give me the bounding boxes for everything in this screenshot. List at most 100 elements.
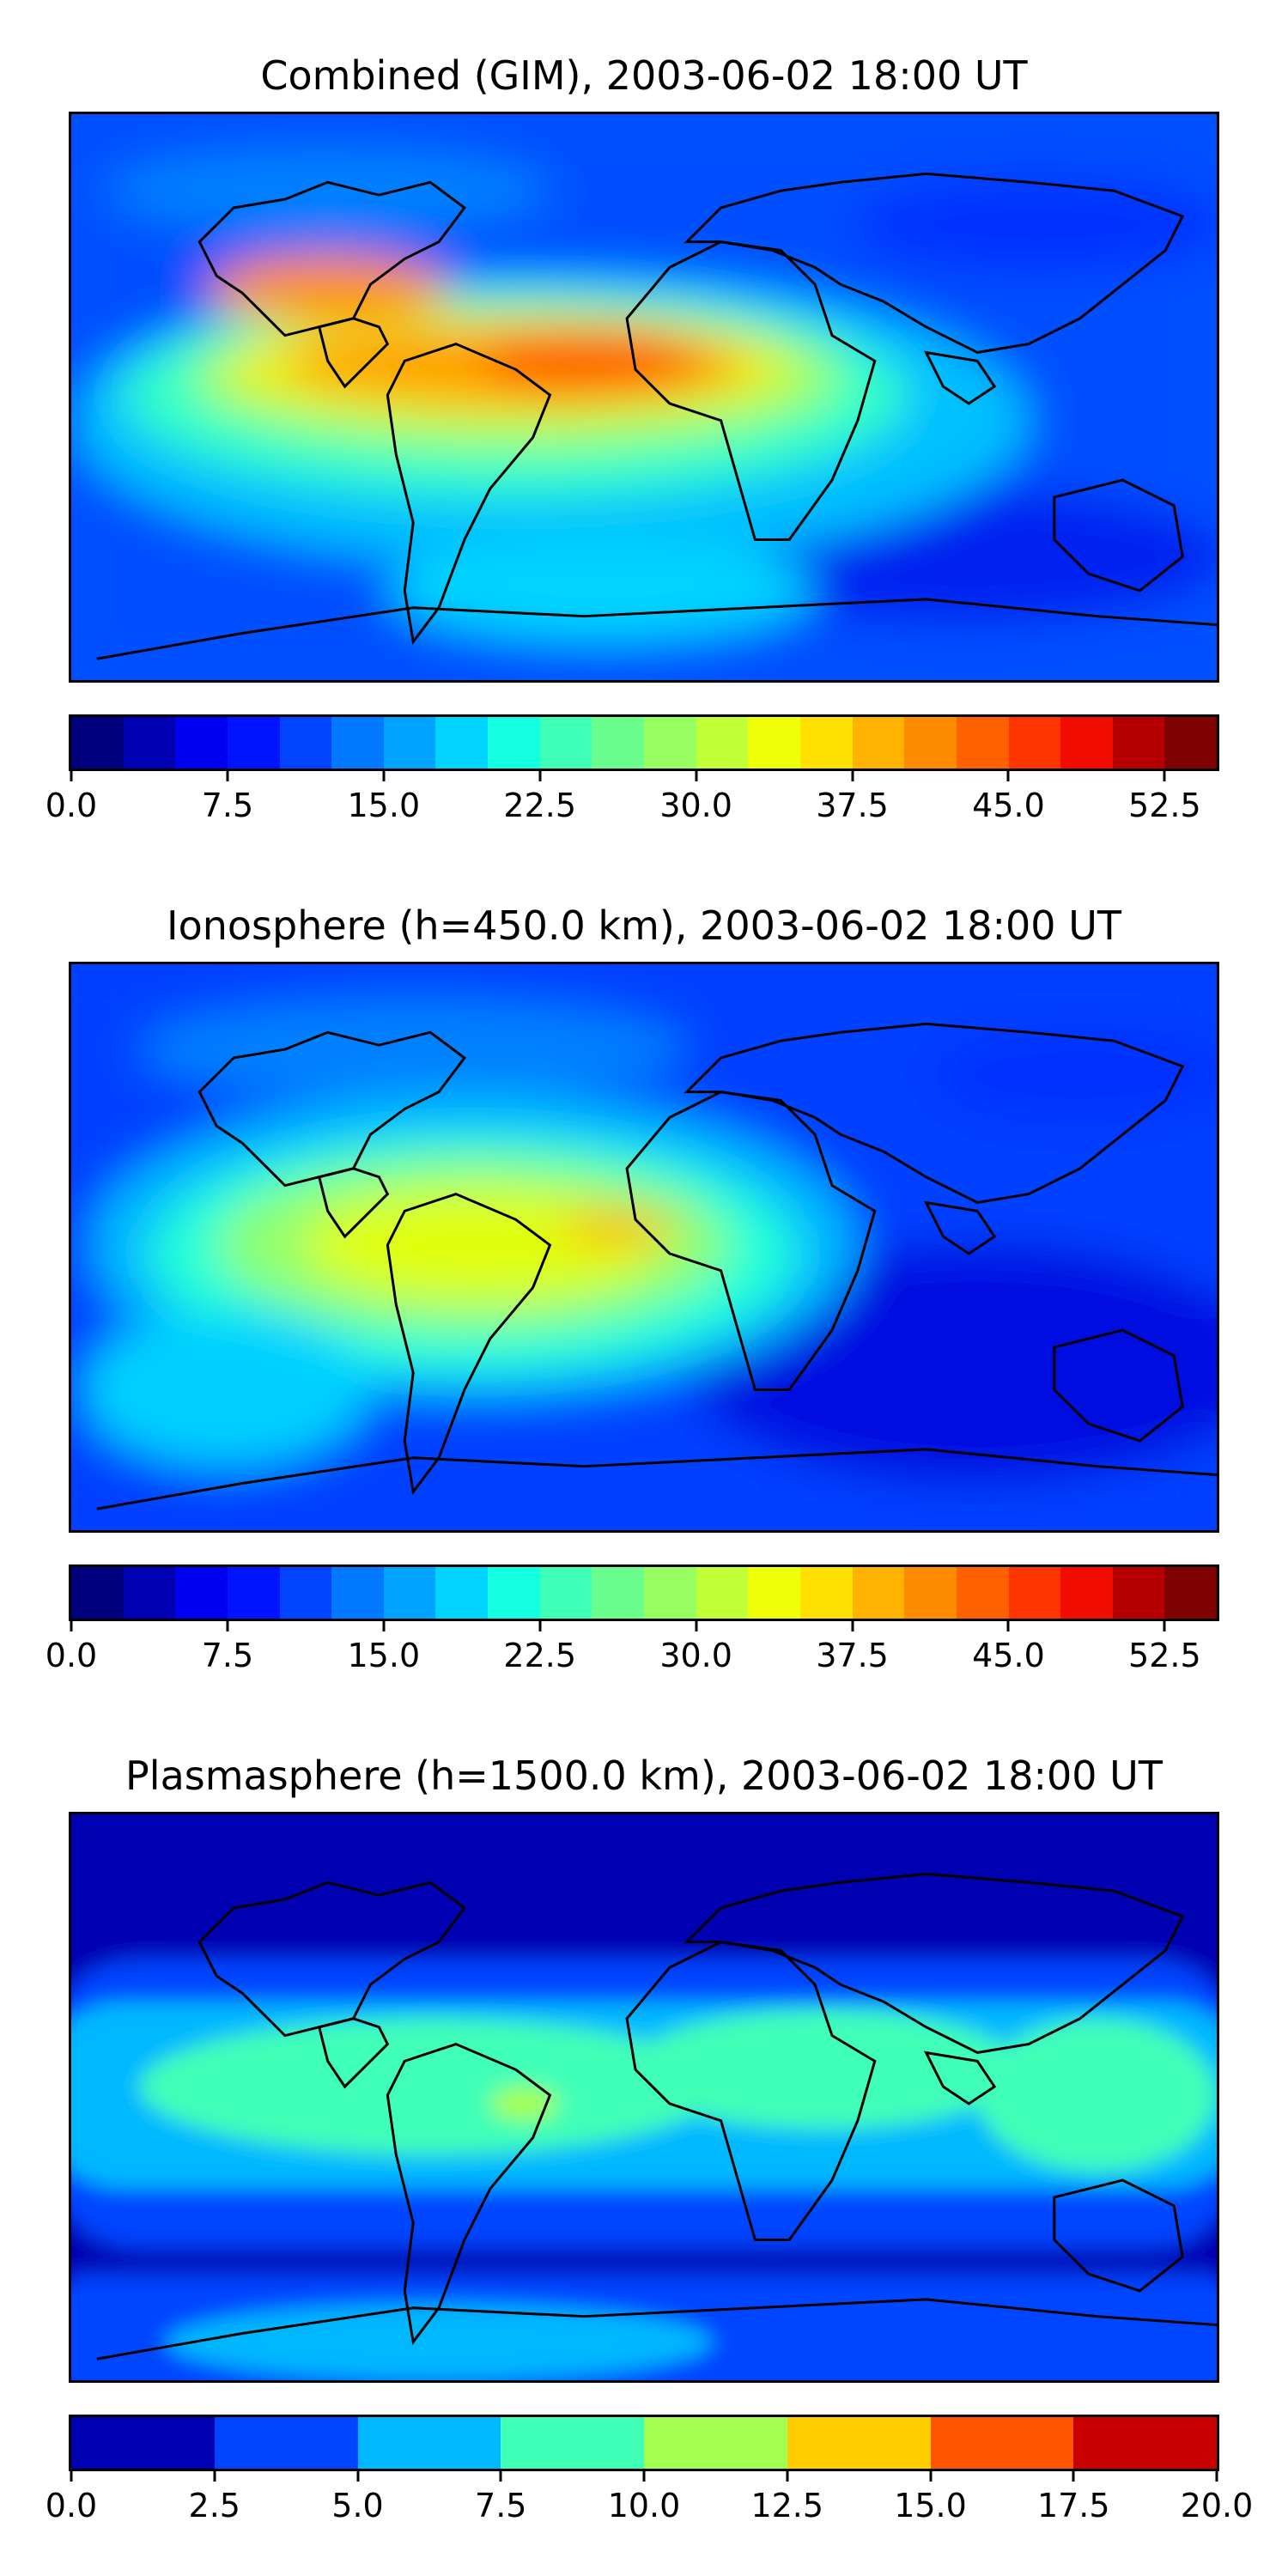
colorbar-segment <box>331 1567 384 1619</box>
panel-1-title: Combined (GIM), 2003-06-02 18:00 UT <box>260 52 1028 99</box>
colorbar-segment <box>644 2417 787 2469</box>
colorbar-tick-mark <box>382 771 386 781</box>
colorbar-tick-label: 15.0 <box>894 2487 967 2524</box>
colorbar-segment <box>904 1567 957 1619</box>
colorbar-tick-mark <box>1163 1621 1166 1631</box>
colorbar-segment <box>279 717 332 769</box>
colorbar-segment <box>1112 1567 1165 1619</box>
colorbar-tick-mark <box>1215 2471 1218 2482</box>
panel-3-colorbar-ticks: 0.0 2.5 5.0 7.5 10.0 12.5 15.0 17.5 20.0 <box>46 2471 1253 2524</box>
panel-2-map <box>69 962 1219 1533</box>
colorbar-segment <box>956 1567 1009 1619</box>
colorbar-segment <box>787 2417 931 2469</box>
panel-2-title: Ionosphere (h=450.0 km), 2003-06-02 18:0… <box>167 902 1121 949</box>
colorbar-segment <box>1073 2417 1217 2469</box>
panel-1-colorbar <box>69 714 1219 771</box>
colorbar-tick-label: 45.0 <box>972 1637 1045 1674</box>
colorbar-segment <box>1164 717 1218 769</box>
panel-2-colorbar-ticks: 0.0 7.5 15.0 22.5 30.0 37.5 45.0 52.5 <box>46 1621 1219 1674</box>
colorbar-tick-label: 12.5 <box>750 2487 824 2524</box>
colorbar-tick-label: 10.0 <box>607 2487 681 2524</box>
colorbar-tick-label: 5.0 <box>331 2487 384 2524</box>
panel-1-coastlines <box>96 172 1217 660</box>
colorbar-tick-mark <box>499 2471 502 2482</box>
colorbar-tick-mark <box>226 771 229 781</box>
colorbar-segment <box>123 1567 176 1619</box>
colorbar-tick-mark <box>1072 2471 1075 2482</box>
colorbar-tick-mark <box>929 2471 932 2482</box>
colorbar-segment <box>71 2417 215 2469</box>
colorbar-segment <box>227 1567 280 1619</box>
colorbar-tick-mark <box>356 2471 359 2482</box>
colorbar-tick-label: 15.0 <box>347 787 421 824</box>
colorbar-segment <box>175 1567 228 1619</box>
colorbar-tick-mark <box>382 1621 386 1631</box>
colorbar-segment <box>852 1567 905 1619</box>
colorbar-tick-label: 22.5 <box>503 1637 577 1674</box>
colorbar-segment <box>435 1567 489 1619</box>
colorbar-segment <box>1060 717 1113 769</box>
colorbar-tick-mark <box>70 771 73 781</box>
colorbar-tick-label: 20.0 <box>1180 2487 1254 2524</box>
colorbar-tick-mark <box>226 1621 229 1631</box>
colorbar-tick-label: 52.5 <box>1128 787 1201 824</box>
colorbar-segment <box>956 717 1009 769</box>
colorbar-segment <box>501 2417 644 2469</box>
colorbar-segment <box>592 717 645 769</box>
colorbar-tick-mark <box>786 2471 789 2482</box>
colorbar-tick-label: 30.0 <box>659 1637 732 1674</box>
colorbar-tick-mark <box>213 2471 216 2482</box>
colorbar-tick-label: 2.5 <box>188 2487 240 2524</box>
colorbar-tick-label: 0.0 <box>45 1637 98 1674</box>
colorbar-segment <box>488 1567 540 1619</box>
colorbar-tick-label: 17.5 <box>1036 2487 1110 2524</box>
colorbar-tick-mark <box>1006 1621 1010 1631</box>
colorbar-segment <box>696 717 749 769</box>
colorbar-tick-label: 37.5 <box>816 787 889 824</box>
colorbar-tick-label: 0.0 <box>45 2487 98 2524</box>
panel-3-coastlines <box>96 1872 1217 2360</box>
panel-1-map <box>69 112 1219 683</box>
colorbar-segment <box>71 1567 124 1619</box>
colorbar-segment <box>1060 1567 1113 1619</box>
colorbar-segment <box>1008 717 1061 769</box>
colorbar-segment <box>331 717 384 769</box>
colorbar-tick-label: 22.5 <box>503 787 577 824</box>
panel-3-map-svg <box>71 1814 1217 2380</box>
colorbar-segment <box>748 717 800 769</box>
colorbar-tick-mark <box>695 771 698 781</box>
colorbar-segment <box>1008 1567 1061 1619</box>
colorbar-segment <box>279 1567 332 1619</box>
colorbar-tick-mark <box>1163 771 1166 781</box>
colorbar-tick-label: 0.0 <box>45 787 98 824</box>
colorbar-segment <box>1164 1567 1218 1619</box>
colorbar-segment <box>852 717 905 769</box>
colorbar-segment <box>123 717 176 769</box>
colorbar-tick-mark <box>70 2471 73 2482</box>
panel-2-map-svg <box>71 964 1217 1530</box>
colorbar-segment <box>175 717 228 769</box>
colorbar-tick-mark <box>851 771 854 781</box>
colorbar-segment <box>592 1567 645 1619</box>
colorbar-segment <box>644 717 696 769</box>
colorbar-segment <box>1112 717 1165 769</box>
panel-3-colorbar <box>69 2415 1219 2471</box>
panel-3-title: Plasmasphere (h=1500.0 km), 2003-06-02 1… <box>125 1753 1163 1799</box>
colorbar-tick-label: 7.5 <box>475 2487 527 2524</box>
panel-1-map-svg <box>71 114 1217 680</box>
colorbar-segment <box>748 1567 800 1619</box>
colorbar-segment <box>799 717 853 769</box>
colorbar-tick-label: 45.0 <box>972 787 1045 824</box>
colorbar-tick-mark <box>538 1621 542 1631</box>
colorbar-tick-mark <box>851 1621 854 1631</box>
panel-2-coastlines <box>96 1022 1217 1510</box>
colorbar-segment <box>383 1567 436 1619</box>
colorbar-tick-label: 7.5 <box>201 1637 254 1674</box>
colorbar-tick-mark <box>642 2471 646 2482</box>
colorbar-tick-mark <box>1006 771 1010 781</box>
panel-1-colorbar-ticks: 0.0 7.5 15.0 22.5 30.0 37.5 45.0 52.5 <box>46 771 1219 824</box>
colorbar-segment <box>799 1567 853 1619</box>
colorbar-segment <box>227 717 280 769</box>
colorbar-segment <box>357 2417 501 2469</box>
colorbar-tick-label: 52.5 <box>1128 1637 1201 1674</box>
